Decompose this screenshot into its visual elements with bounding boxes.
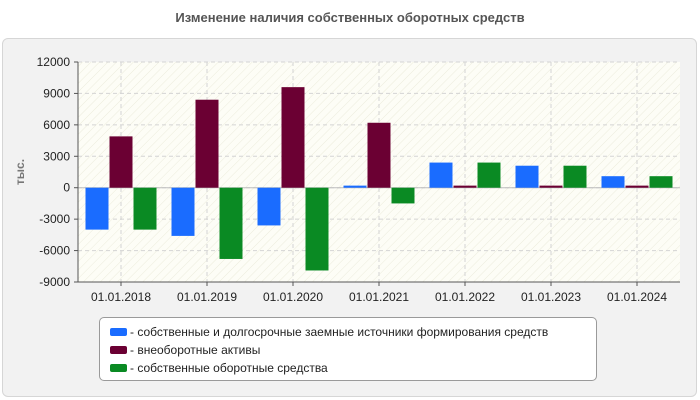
chart-title: Изменение наличия собственных оборотных … bbox=[175, 10, 525, 25]
bar bbox=[429, 162, 453, 188]
x-tick-label: 01.01.2019 bbox=[177, 290, 237, 304]
chart-legend: - собственные и долгосрочные заемные ист… bbox=[99, 317, 597, 381]
legend-label: - собственные и долгосрочные заемные ист… bbox=[130, 325, 549, 339]
y-tick-label: 0 bbox=[63, 181, 70, 195]
bar bbox=[625, 185, 649, 188]
x-tick-label: 01.01.2023 bbox=[521, 290, 581, 304]
y-tick-label: -6000 bbox=[39, 244, 70, 258]
bar bbox=[109, 136, 133, 188]
legend-label: - внеоборотные активы bbox=[130, 343, 261, 357]
legend-item: - собственные и долгосрочные заемные ист… bbox=[110, 323, 586, 341]
bar bbox=[171, 187, 195, 236]
bar bbox=[133, 187, 157, 230]
x-tick-label: 01.01.2020 bbox=[263, 290, 323, 304]
bar bbox=[281, 87, 305, 188]
bar bbox=[305, 187, 329, 271]
x-tick-label: 01.01.2024 bbox=[607, 290, 667, 304]
bar bbox=[515, 165, 539, 188]
y-tick-label: -3000 bbox=[39, 212, 70, 226]
x-tick-label: 01.01.2021 bbox=[349, 290, 409, 304]
bar bbox=[649, 176, 673, 188]
bar bbox=[453, 185, 477, 188]
bar bbox=[85, 187, 109, 230]
legend-swatch bbox=[110, 364, 127, 372]
bar bbox=[219, 187, 243, 259]
x-tick-label: 01.01.2022 bbox=[435, 290, 495, 304]
x-tick-label: 01.01.2018 bbox=[91, 290, 151, 304]
bar bbox=[257, 187, 281, 226]
y-tick-label: 6000 bbox=[43, 118, 70, 132]
bar bbox=[195, 99, 219, 188]
bar bbox=[391, 187, 415, 204]
bar bbox=[343, 185, 367, 188]
y-tick-label: 3000 bbox=[43, 149, 70, 163]
legend-swatch bbox=[110, 346, 127, 354]
y-tick-label: -9000 bbox=[39, 275, 70, 289]
legend-item: - внеоборотные активы bbox=[110, 341, 586, 359]
legend-swatch bbox=[110, 328, 127, 336]
legend-item: - собственные оборотные средства bbox=[110, 359, 586, 377]
y-tick-label: 12000 bbox=[37, 55, 71, 69]
bar bbox=[601, 176, 625, 188]
bar bbox=[477, 162, 501, 188]
legend-label: - собственные оборотные средства bbox=[130, 361, 328, 375]
bar bbox=[563, 165, 587, 188]
bar bbox=[367, 122, 391, 188]
y-axis-label: тыс. bbox=[13, 159, 27, 185]
bar bbox=[539, 185, 563, 188]
y-tick-label: 9000 bbox=[43, 86, 70, 100]
